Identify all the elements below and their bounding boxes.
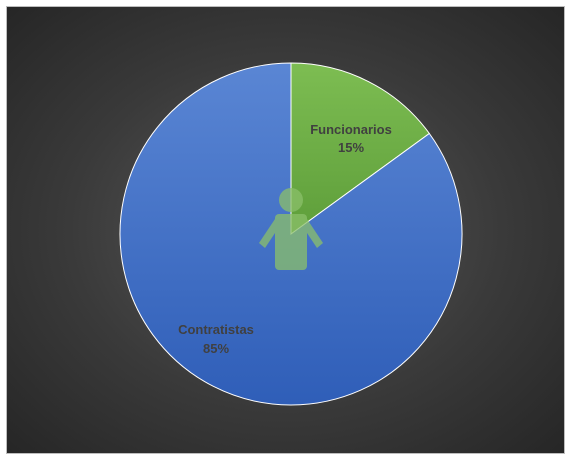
- pie-slice-contratistas: [119, 62, 463, 406]
- pie-chart: Funcionarios 15% Contratistas 85%: [119, 62, 463, 406]
- slice-label-contratistas-name: Contratistas: [178, 322, 254, 337]
- slice-label-funcionarios-name: Funcionarios: [310, 122, 392, 137]
- slice-label-funcionarios-value: 15%: [338, 140, 364, 155]
- pie-slices: [119, 62, 463, 406]
- chart-area: Funcionarios 15% Contratistas 85%: [6, 6, 565, 454]
- slice-label-contratistas-value: 85%: [203, 341, 229, 356]
- person-icon: [259, 188, 323, 270]
- slice-labels: Funcionarios 15% Contratistas 85%: [178, 122, 392, 356]
- pie-slice-funcionarios: [290, 62, 431, 235]
